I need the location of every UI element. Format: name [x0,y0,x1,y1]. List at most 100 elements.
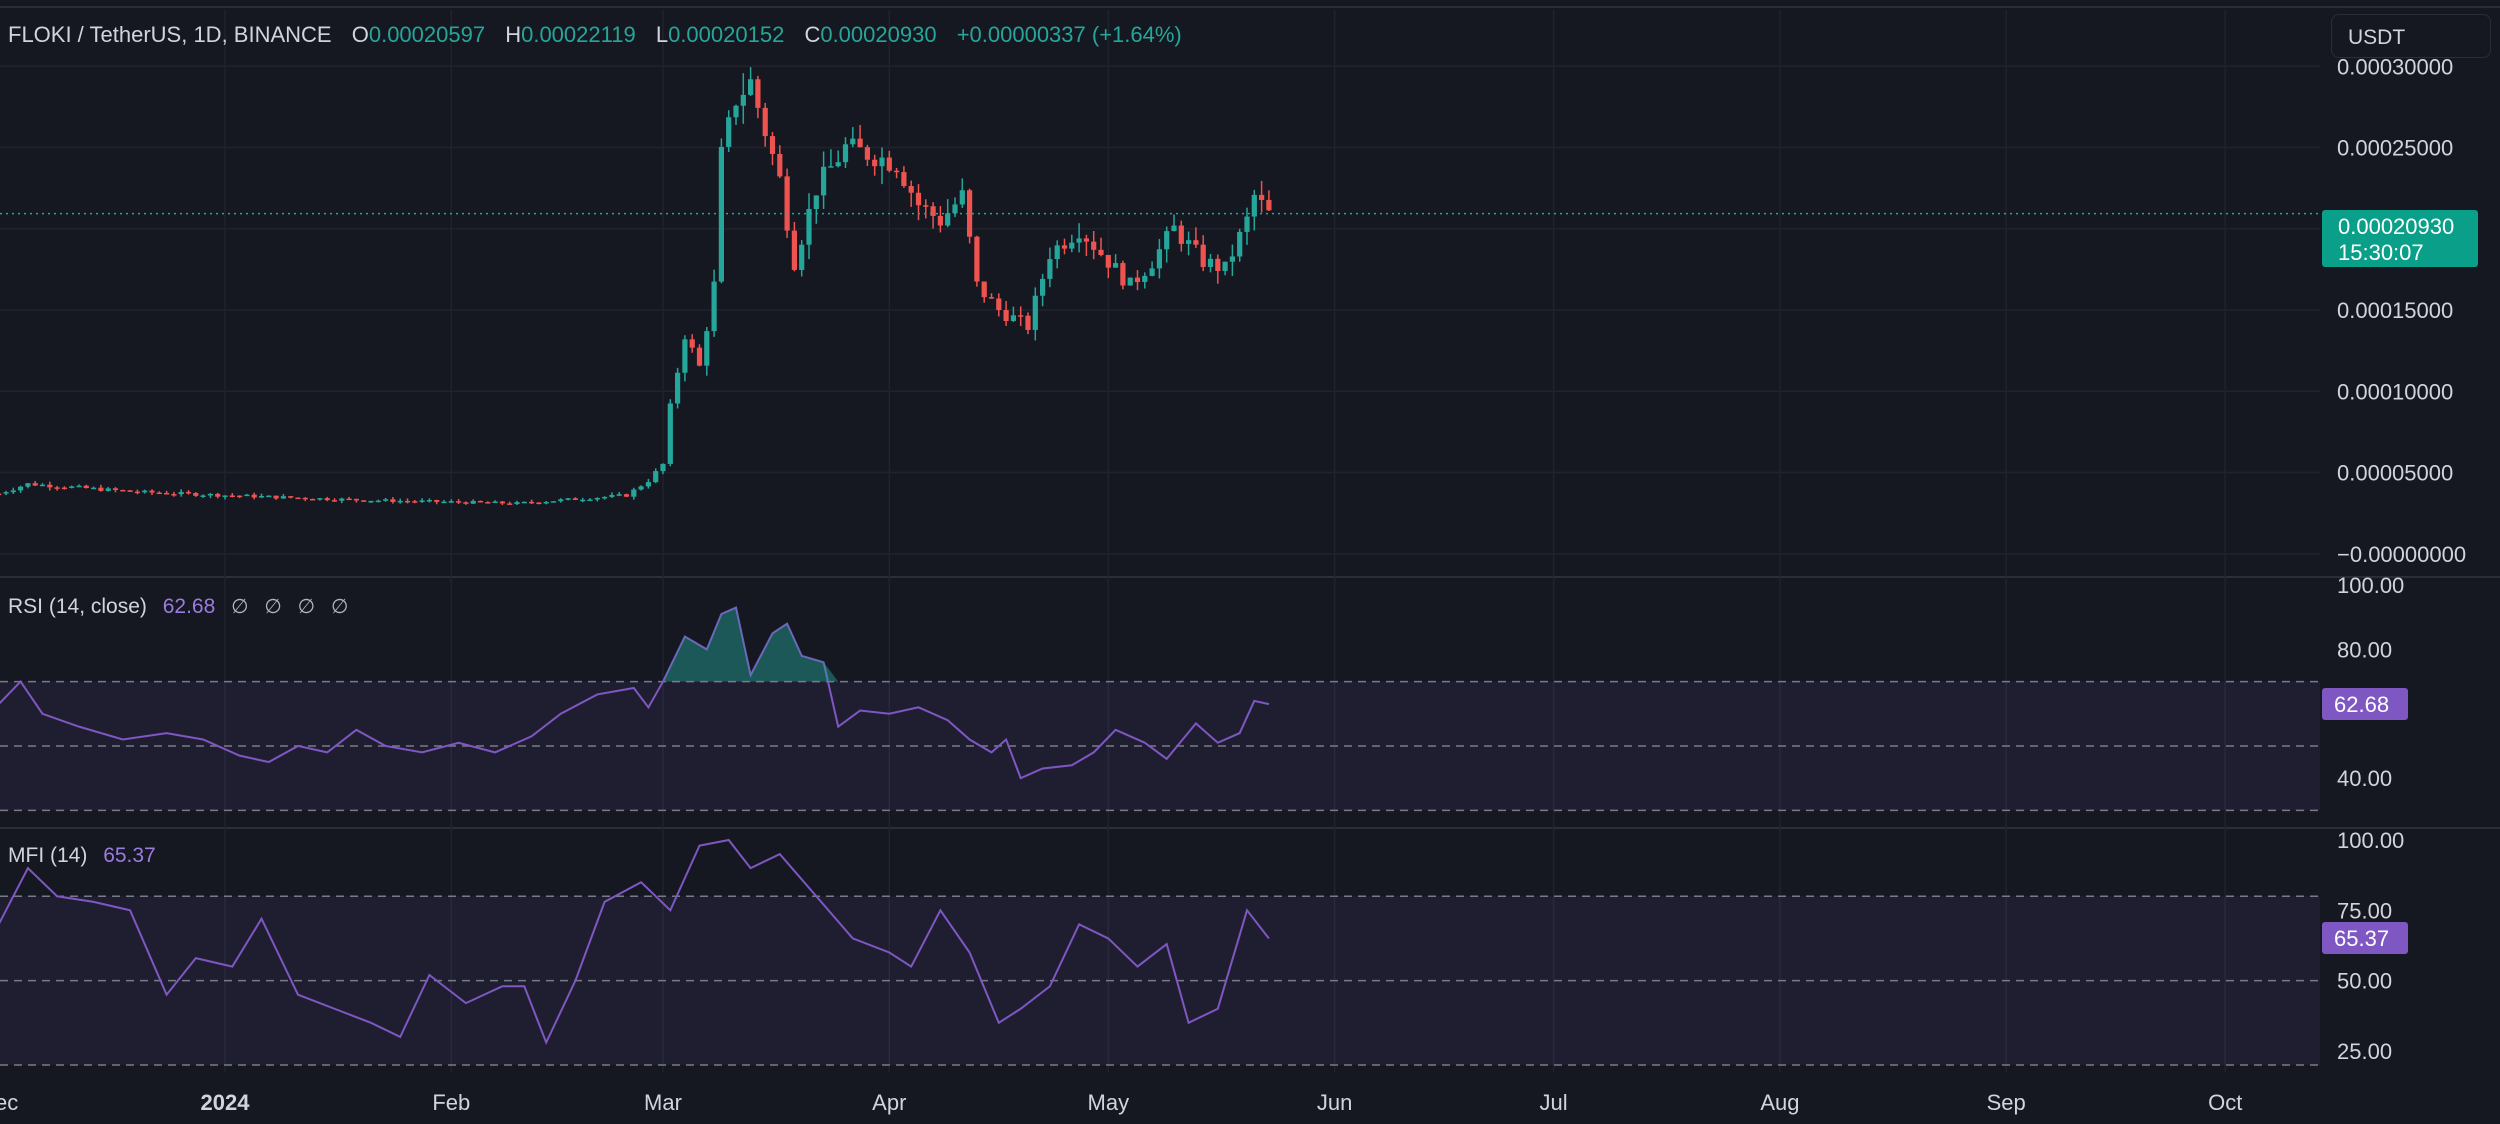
price-axis-label: −0.00000000 [2337,542,2466,567]
mfi-title: MFI (14) [8,844,88,867]
candle [215,493,221,497]
candle [1069,242,1075,249]
candle [675,372,681,404]
candle [1266,199,1272,211]
rsi-title: RSI (14, close) [8,595,147,618]
candle [638,486,644,490]
candle [470,500,476,504]
candle [222,495,228,497]
candle [200,495,206,497]
candle [112,488,119,490]
candle [872,159,878,167]
price-axis-label: 0.00005000 [2337,461,2453,486]
low-value: 0.00020152 [668,22,785,47]
last-price: 0.00020930 [2338,214,2455,239]
candle [1156,249,1162,269]
candle [105,488,111,491]
candle [981,281,987,298]
candle [813,195,819,210]
candle [923,205,929,207]
candle [361,500,367,502]
candle [1061,245,1068,249]
candle [288,496,294,498]
candle [565,498,571,500]
x-tick-label: Oct [2208,1090,2242,1115]
rsi-na-symbol: ∅ [330,596,349,618]
candle [740,94,746,106]
currency-selector[interactable]: USDT [2331,14,2491,58]
candle [835,162,841,167]
candle [1113,263,1119,268]
candle [127,490,133,492]
candle [1083,238,1089,242]
mfi-axis-label: 75.00 [2337,898,2392,923]
candle [667,403,673,464]
candle [434,499,440,502]
candle [258,495,265,498]
candle [784,176,790,231]
mfi-axis-label: 100.00 [2337,828,2404,853]
candle [229,495,235,497]
candle [120,489,126,492]
candle [536,502,542,505]
candle [39,484,46,487]
x-tick-label: 2024 [201,1090,251,1115]
candle [711,281,717,332]
rsi-legend[interactable]: RSI (14, close) 62.68 ∅ ∅ ∅ ∅ [8,594,348,619]
mfi-current-value: 65.37 [103,844,156,867]
candle [521,501,527,504]
candle [616,494,622,496]
candle [171,494,177,496]
candle [237,495,243,498]
candle [485,502,491,504]
candle [594,497,600,500]
candle [769,136,776,154]
x-tick-label: Mar [644,1090,682,1115]
candle [61,487,67,490]
candle [580,499,586,502]
candle [733,105,739,118]
rsi-axis-label: 40.00 [2337,766,2392,791]
candle [302,497,308,500]
candle [18,486,24,491]
candle [1171,225,1177,232]
candle [1164,231,1170,250]
symbol-title[interactable]: FLOKI / TetherUS, 1D, BINANCE [8,22,332,47]
mfi-band-background [0,896,2320,1065]
close-label: C [804,22,821,47]
candle [1047,259,1053,279]
candle [346,498,352,501]
candle [696,347,703,366]
rsi-na-symbol: ∅ [264,596,282,618]
candle [280,496,286,499]
candle [1091,241,1097,250]
candle [988,297,995,299]
candle [755,79,761,108]
bar-countdown: 15:30:07 [2338,240,2424,265]
candle [1200,244,1206,267]
candle [207,493,213,496]
rsi-axis-label: 100.00 [2337,573,2404,598]
candle [631,489,637,497]
candle [799,244,805,270]
mfi-legend[interactable]: MFI (14) 65.37 [8,844,156,868]
candle [477,500,484,503]
candle [514,502,520,505]
candle [1003,310,1009,322]
candle [404,500,411,503]
candle [251,494,257,498]
candle [908,186,914,193]
candle [1142,275,1148,283]
x-tick-label: Dec [0,1090,18,1115]
candle [507,503,513,505]
candle [704,331,710,366]
candle [653,471,659,483]
candle [1025,315,1031,330]
candle [945,213,951,226]
candle [587,499,593,502]
price-axis-label: 0.00010000 [2337,379,2453,404]
candle [821,166,827,196]
candle [623,494,630,497]
